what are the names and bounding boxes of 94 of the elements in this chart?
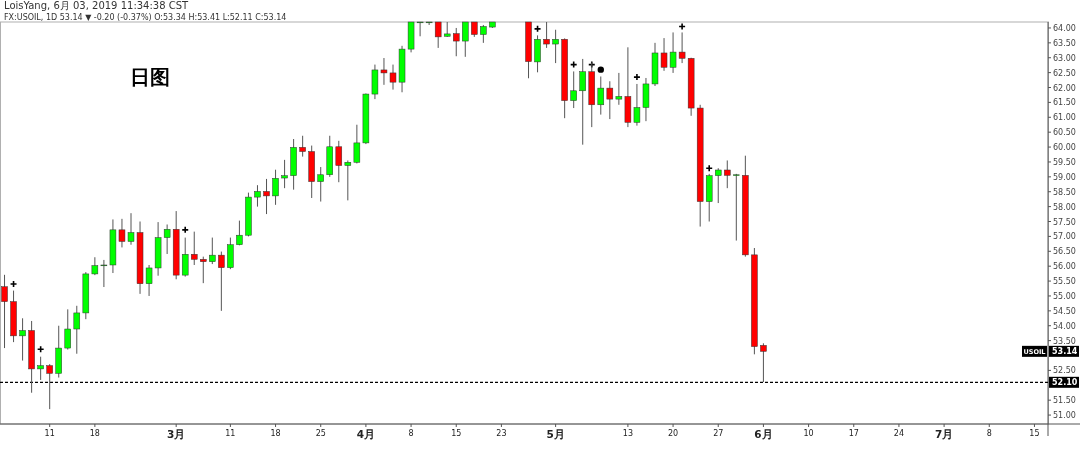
x-tick-label: 11	[225, 429, 236, 438]
point	[181, 226, 190, 234]
x-tick-label: 15	[451, 429, 462, 438]
candlestick	[534, 34, 541, 73]
candlestick	[317, 166, 324, 203]
y-tick-label: 51.50	[1053, 396, 1076, 406]
y-tick-label: 54.00	[1053, 321, 1076, 331]
y-tick-label: 53.50	[1053, 336, 1076, 346]
y-tick-label: 64.00	[1053, 23, 1076, 33]
x-tick-label: 5月	[546, 428, 565, 440]
candlestick	[19, 317, 26, 362]
x-tick-label: 7月	[934, 428, 954, 440]
candlestick	[163, 223, 171, 255]
candlestick	[344, 159, 352, 201]
candlestick	[281, 159, 288, 189]
x-tick-label: 10	[803, 429, 814, 438]
y-tick-label: 62.00	[1053, 83, 1076, 93]
candlestick	[200, 256, 207, 284]
candlestick	[227, 237, 234, 270]
x-tick-label: 4月	[356, 428, 376, 440]
candlestick	[715, 167, 722, 204]
candlestick	[606, 80, 614, 120]
point	[705, 164, 714, 173]
candlestick	[73, 305, 81, 355]
y-tick-label: 55.50	[1053, 277, 1076, 287]
candlestick	[299, 135, 306, 158]
candlestick	[218, 251, 225, 312]
candlestick	[353, 124, 361, 164]
candlestick	[733, 173, 740, 242]
y-tick-label: 60.50	[1053, 128, 1076, 138]
candlestick	[615, 72, 623, 106]
candlestick	[453, 27, 460, 57]
candlestick	[425, 21, 433, 26]
x-tick-label: 27	[713, 429, 724, 438]
candlestick	[597, 75, 605, 116]
candlestick	[181, 237, 189, 278]
x-tick-label: 13	[622, 429, 633, 438]
x-tick-label: 8	[986, 429, 992, 438]
candlestick	[209, 237, 216, 265]
candlestick	[272, 169, 279, 206]
candlestick	[570, 70, 577, 109]
x-tick-label: 3月	[167, 428, 186, 440]
candlestick	[263, 178, 270, 215]
y-tick-label: 63.50	[1053, 38, 1076, 48]
y-tick-label: 63.00	[1053, 53, 1076, 63]
y-tick-label: 60.00	[1053, 143, 1076, 153]
candlestick	[191, 231, 198, 266]
y-tick-label: 52.50	[1053, 366, 1076, 376]
candlestick	[462, 21, 469, 58]
x-tick-label: 20	[667, 429, 679, 438]
y-tick-label: 55.00	[1053, 291, 1076, 301]
candlestick	[543, 21, 550, 49]
ref-line-label: 52.10	[1052, 378, 1078, 388]
candlestick	[760, 342, 767, 383]
y-tick-label: 61.00	[1053, 113, 1076, 123]
candlestick	[579, 58, 586, 146]
y-tick-label: 59.00	[1053, 172, 1076, 182]
y-tick-label: 59.50	[1053, 157, 1076, 167]
candlestick	[64, 308, 71, 351]
chart-subtitle: FX:USOIL, 1D 53.14 ▼ -0.20 (-0.37%) O:53.34 H:53.41 L:52.11 C:53.14	[4, 13, 287, 22]
x-tick-label: 18	[270, 429, 281, 438]
candlestick	[724, 159, 731, 189]
point	[597, 66, 604, 73]
y-tick-label: 58.00	[1053, 202, 1076, 212]
x-tick-label: 8	[408, 429, 414, 438]
y-tick-label: 61.50	[1053, 98, 1076, 108]
candlestick	[236, 220, 243, 246]
y-tick-label: 57.50	[1053, 217, 1076, 227]
candlestick	[37, 356, 44, 381]
point	[633, 73, 641, 81]
y-tick-label: 56.50	[1053, 247, 1076, 257]
x-tick-label: 15	[1029, 429, 1040, 438]
y-tick-label: 58.50	[1053, 187, 1076, 197]
x-tick-label: 24	[893, 429, 905, 438]
y-tick-label: 56.00	[1053, 262, 1076, 272]
x-tick-label: 18	[89, 429, 100, 438]
x-tick-label: 25	[315, 429, 326, 438]
candlestick	[46, 363, 53, 410]
x-tick-label: 11	[44, 429, 55, 438]
candlestick	[254, 184, 261, 208]
x-tick-label: 6月	[754, 428, 773, 440]
y-tick-label: 57.00	[1053, 232, 1076, 242]
candlestick	[552, 29, 559, 64]
x-tick-label: 23	[496, 429, 507, 438]
y-tick-label: 62.50	[1053, 68, 1076, 78]
y-tick-label: 51.00	[1053, 411, 1076, 421]
candlestick	[434, 21, 442, 49]
y-tick-label: 54.50	[1053, 306, 1076, 316]
text: LoisYang, 6月 03, 2019 11:34:38 CST	[4, 0, 190, 11]
x-tick-label: 17	[848, 429, 859, 438]
candlestick	[1, 274, 8, 349]
text: 日图	[130, 65, 170, 89]
annotation: 53.14	[1052, 347, 1078, 357]
candlestick	[335, 140, 343, 183]
